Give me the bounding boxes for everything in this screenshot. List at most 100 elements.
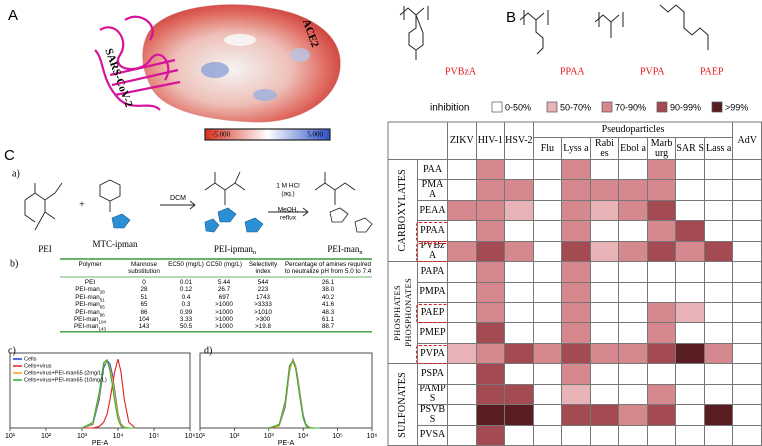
heatmap-cell <box>619 364 648 385</box>
heatmap-cell <box>704 180 734 201</box>
heatmap-cell <box>733 323 762 344</box>
row-name: PMEP <box>418 323 448 344</box>
table-cell: >19.8 <box>255 323 271 331</box>
table-cell: >1000 <box>215 323 233 331</box>
heatmap-cell <box>562 180 591 201</box>
heatmap-cell <box>505 364 534 385</box>
heatmap-cell <box>505 405 534 426</box>
heatmap-cell <box>619 160 648 181</box>
heatmap-cell <box>647 221 677 242</box>
polymer-name: PAEP <box>700 66 724 77</box>
heatmap-cell <box>448 323 477 344</box>
plot-frame <box>9 352 191 429</box>
heatmap-cell <box>619 221 648 242</box>
heatmap-cell <box>647 160 677 181</box>
column-header: Lass a <box>704 138 734 160</box>
heatmap-cell <box>733 262 762 283</box>
scheme-label: MeOH, <box>278 207 299 214</box>
heatmap-cell <box>533 241 563 263</box>
heatmap-cell <box>590 221 620 242</box>
scheme-art <box>24 171 356 231</box>
histogram-line <box>268 358 320 429</box>
heatmap-cell <box>533 221 563 242</box>
heatmap-cell <box>676 180 705 201</box>
scheme-label-sub: n <box>359 249 363 256</box>
table-cell: PEI-man51 <box>62 294 118 303</box>
histogram-line <box>268 360 320 429</box>
heatmap-cell <box>448 180 477 201</box>
x-tick-label: 10² <box>229 433 240 440</box>
heatmap-cell <box>476 282 506 303</box>
x-tick-label: 10⁴ <box>298 433 309 440</box>
heatmap-cell <box>505 425 534 446</box>
column-header: Rabi es <box>590 138 620 160</box>
heatmap-cell <box>704 364 734 385</box>
legend-title: inhibition <box>430 103 469 114</box>
column-header: ZIKV <box>448 122 477 160</box>
heatmap-cell <box>647 303 677 324</box>
heatmap-cell <box>704 405 734 426</box>
heatmap-cell <box>647 180 677 201</box>
sub-label: d) <box>204 345 212 356</box>
table-cell: 61.1 <box>321 316 335 323</box>
colorbar-label: -5.000 <box>212 131 231 139</box>
protein-surface <box>142 4 341 123</box>
heatmap-cell <box>733 425 762 446</box>
heatmap-cell <box>704 221 734 242</box>
table-cell: 26.1 <box>321 279 335 286</box>
heatmap-cell <box>562 160 591 181</box>
heatmap-cell <box>590 282 620 303</box>
legend-swatch <box>601 101 613 113</box>
structures <box>399 4 709 60</box>
heatmap-cell <box>505 384 534 406</box>
polymer-name: PVBzA <box>445 66 477 77</box>
heatmap-cell <box>733 241 762 263</box>
heatmap-cell <box>476 160 506 181</box>
table-header: Polymer <box>78 261 102 268</box>
column-header: Flu <box>533 138 563 160</box>
polymer-name: PVPA <box>640 66 665 77</box>
heatmap-cell <box>676 384 705 406</box>
heatmap-cell <box>647 343 677 365</box>
heatmap-cell <box>505 262 534 283</box>
heatmap-cell <box>562 364 591 385</box>
scheme-label: (aq.) <box>281 191 294 198</box>
histogram-line <box>268 359 320 429</box>
heatmap-cell <box>733 221 762 242</box>
heatmap-cell <box>476 384 506 406</box>
heatmap-cell <box>590 160 620 181</box>
heatmap-cell <box>619 241 648 263</box>
highlight-box <box>416 344 449 365</box>
plot-frame <box>199 352 373 429</box>
heatmap-cell <box>505 160 534 181</box>
heatmap-cell <box>704 384 734 406</box>
heatmap-cell <box>448 303 477 324</box>
x-tick-label: 10¹ <box>5 433 16 440</box>
polymer-sub: 51 <box>99 297 105 303</box>
heatmap-cell <box>590 262 620 283</box>
legend-label: 50-70% <box>560 102 591 112</box>
panel-label: A <box>8 7 18 24</box>
legend-swatch <box>546 101 558 113</box>
legend-label: >99% <box>725 102 748 112</box>
table-cell: >300 <box>255 316 271 323</box>
heatmap-cell <box>619 180 648 201</box>
heatmap-cell <box>590 405 620 426</box>
heatmap-cell <box>448 200 477 222</box>
heatmap-cell <box>505 343 534 365</box>
table-cell: 1743 <box>255 293 270 301</box>
polymer-base: PEI-man <box>75 301 100 309</box>
x-tick-label: 10⁴ <box>113 433 124 440</box>
table-cell: PEI-man65 <box>62 301 118 310</box>
column-header: HIV-1 <box>476 122 506 160</box>
table-cell: 40.2 <box>321 293 335 301</box>
row-group: SULFONATES <box>388 364 418 446</box>
row-group: PHOSPHATES PHOSPHONATES <box>388 262 418 365</box>
row-name: PEAA <box>418 200 448 222</box>
heatmap-cell <box>704 200 734 222</box>
table-cell: 3.33 <box>179 316 193 323</box>
polymer-base: PEI-man <box>75 286 100 294</box>
heatmap-cell <box>533 343 563 365</box>
table-cell: PEI-man104 <box>62 316 118 325</box>
